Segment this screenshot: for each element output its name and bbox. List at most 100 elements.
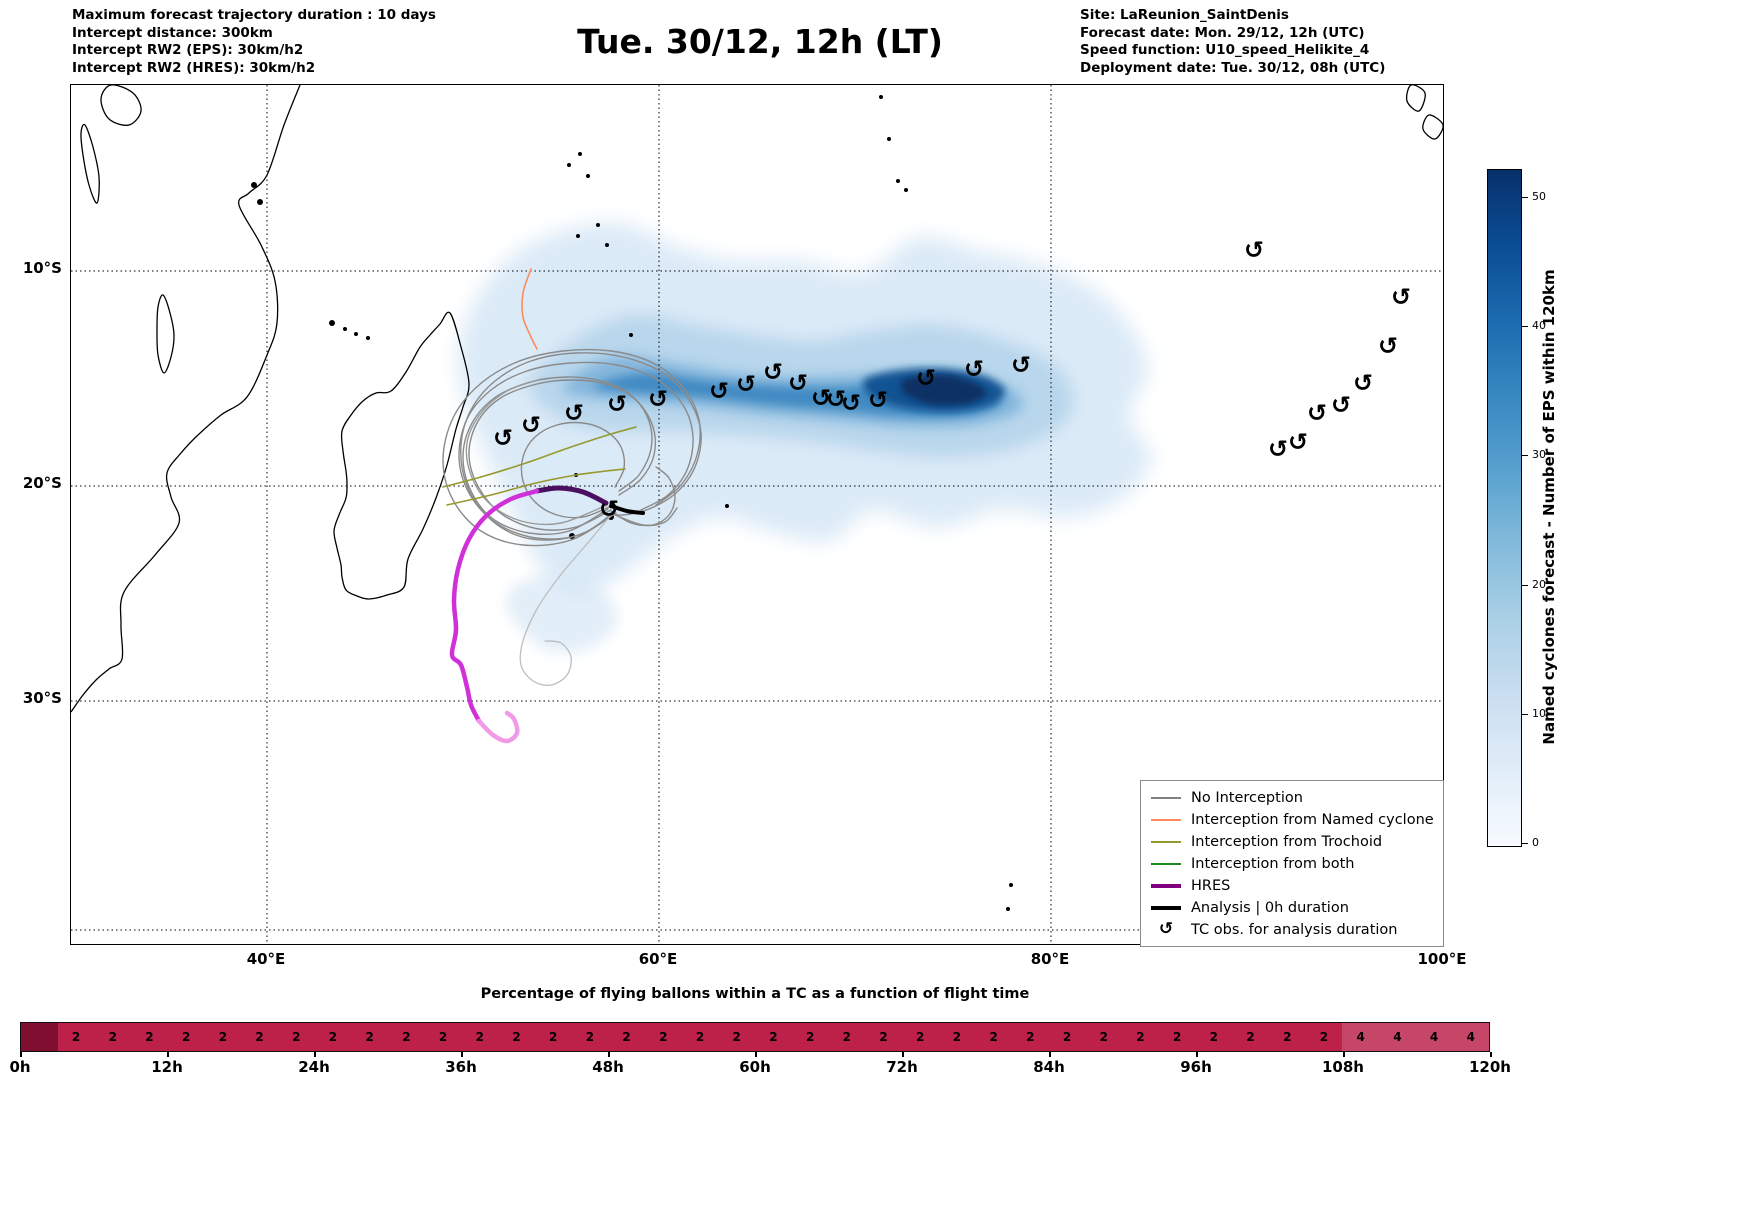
timeline-segment: 2	[94, 1023, 132, 1051]
colorbar-tick	[1522, 197, 1528, 198]
tc-observation-icon: ↺	[564, 399, 584, 427]
small-island	[904, 188, 908, 192]
lake-tanganyika	[80, 123, 100, 204]
map-canvas: ↺ ↺ ↺↺↺ ↺ ↺ ↺ ↺ ↺↺↺↺ ↺↺ ↺ ↺↺↺↺↺↺↺↺↺	[71, 85, 1443, 944]
colorbar-tick-label: 40	[1532, 319, 1546, 333]
timeline-tick	[167, 1052, 169, 1057]
colorbar-tick	[1522, 455, 1528, 457]
legend-item-label: Interception from Trochoid	[1191, 833, 1383, 850]
page-title: Tue. 30/12, 12h (LT)	[577, 22, 943, 61]
legend-item-label: Interception from both	[1191, 855, 1355, 872]
timeline-tick	[755, 1052, 757, 1057]
timeline-segment: 2	[461, 1023, 499, 1051]
timeline-segment	[21, 1023, 58, 1051]
madagascar	[333, 311, 470, 600]
timeline-segment: 4	[1452, 1023, 1490, 1051]
tc-observation-icon: ↺	[736, 370, 756, 398]
trajectory-no-interception	[460, 352, 702, 541]
tc-observation-icon: ↺	[521, 411, 541, 439]
intercept-distance-text: Intercept distance: 300km	[72, 24, 273, 41]
timeline-segment: 2	[167, 1023, 205, 1051]
lake-malawi	[156, 294, 175, 374]
timeline-segment: 2	[938, 1023, 976, 1051]
tc-observation-icon: ↺	[1353, 369, 1373, 397]
timeline-tick-label: 0h	[9, 1058, 31, 1076]
legend-line	[1151, 883, 1181, 888]
timeline-title: Percentage of flying ballons within a TC…	[480, 986, 1030, 1002]
ne-corner-island-1	[1406, 85, 1426, 112]
trajectory-no-interception	[468, 379, 657, 531]
timeline-segment: 4	[1379, 1023, 1416, 1051]
timeline-segment: 2	[314, 1023, 352, 1051]
timeline-segment: 4	[1415, 1023, 1453, 1051]
lat-tick-label: 30°S	[22, 689, 62, 707]
lon-tick-label: 100°E	[1417, 950, 1467, 968]
small-island	[605, 243, 609, 247]
legend-line-swatch	[1151, 905, 1181, 910]
tc-observation-icon: ↺	[826, 385, 846, 413]
colorbar-tick	[1522, 326, 1528, 328]
speed-function-text: Speed function: U10_speed_Helikite_4	[1080, 42, 1370, 58]
ne-corner-island-2	[1422, 114, 1443, 140]
intercept-rw2-eps-text: Intercept RW2 (EPS): 30km/h2	[72, 42, 304, 58]
timeline-segment: 2	[755, 1023, 792, 1051]
colorbar-label: Named cyclones forecast - Number of EPS …	[1540, 269, 1558, 745]
timeline-segment: 2	[608, 1023, 645, 1051]
colorbar-tick-label: 10	[1532, 706, 1546, 720]
legend-item-label: No Interception	[1191, 789, 1303, 806]
timeline-segment: 2	[534, 1023, 572, 1051]
trajectory-no-interception	[520, 421, 626, 519]
tc-observation-icon: ↺	[1307, 399, 1327, 427]
small-island	[1009, 883, 1013, 887]
timeline-segment: 2	[277, 1023, 315, 1051]
timeline-segment: 2	[791, 1023, 829, 1051]
legend-item: No Interception	[1151, 788, 1433, 807]
legend-line-swatch	[1151, 818, 1181, 821]
small-island	[578, 152, 582, 156]
legend-item: Analysis | 0h duration	[1151, 898, 1433, 917]
timeline-segment: 2	[1305, 1023, 1343, 1051]
timeline-segment: 2	[204, 1023, 242, 1051]
timeline-tick-label: 48h	[592, 1058, 624, 1076]
analysis-track	[609, 504, 645, 515]
tc-observation-icon: ↺	[1011, 351, 1031, 379]
legend-item-label: Analysis | 0h duration	[1191, 899, 1349, 916]
timeline-segment: 2	[1011, 1023, 1049, 1051]
run-settings-block: Maximum forecast trajectory duration : 1…	[72, 7, 436, 77]
small-island	[329, 320, 335, 326]
timeline-segment: 2	[571, 1023, 609, 1051]
timeline-segment: 2	[424, 1023, 462, 1051]
legend-line	[1151, 818, 1181, 821]
trajectory-no-interception	[519, 514, 612, 686]
tc-observation-icon: ↺	[1391, 283, 1411, 311]
small-island	[251, 182, 257, 188]
timeline-segment: 2	[1122, 1023, 1159, 1051]
timeline-tick-label: 24h	[298, 1058, 330, 1076]
timeline-segment: 2	[644, 1023, 682, 1051]
small-island	[596, 223, 600, 227]
tc-observation-icon: ↺	[1331, 391, 1351, 419]
legend-item: HRES	[1151, 876, 1433, 895]
timeline-segment: 2	[1048, 1023, 1086, 1051]
hres-track	[449, 488, 540, 724]
tc-observation-icon: ↺	[648, 385, 668, 413]
colorbar-tick-label: 30	[1532, 448, 1546, 462]
legend-line	[1151, 862, 1181, 865]
timeline-segment: 2	[1158, 1023, 1196, 1051]
small-island	[354, 332, 358, 336]
legend-line	[1151, 840, 1181, 843]
timeline-tick	[1490, 1052, 1492, 1057]
legend-line	[1151, 905, 1181, 910]
colorbar-tick-label: 20	[1532, 577, 1546, 591]
small-island	[887, 137, 891, 141]
timeline-segment: 2	[865, 1023, 902, 1051]
trajectory-trochoid	[446, 468, 626, 506]
tc-observation-icon: ↺	[709, 377, 729, 405]
timeline-segment: 2	[1232, 1023, 1269, 1051]
timeline-segment: 2	[241, 1023, 278, 1051]
timeline-segment: 2	[1195, 1023, 1233, 1051]
timeline-tick-label: 120h	[1469, 1058, 1511, 1076]
eps-density-layer	[506, 572, 618, 653]
tc-observation-icon: ↺	[763, 358, 783, 386]
